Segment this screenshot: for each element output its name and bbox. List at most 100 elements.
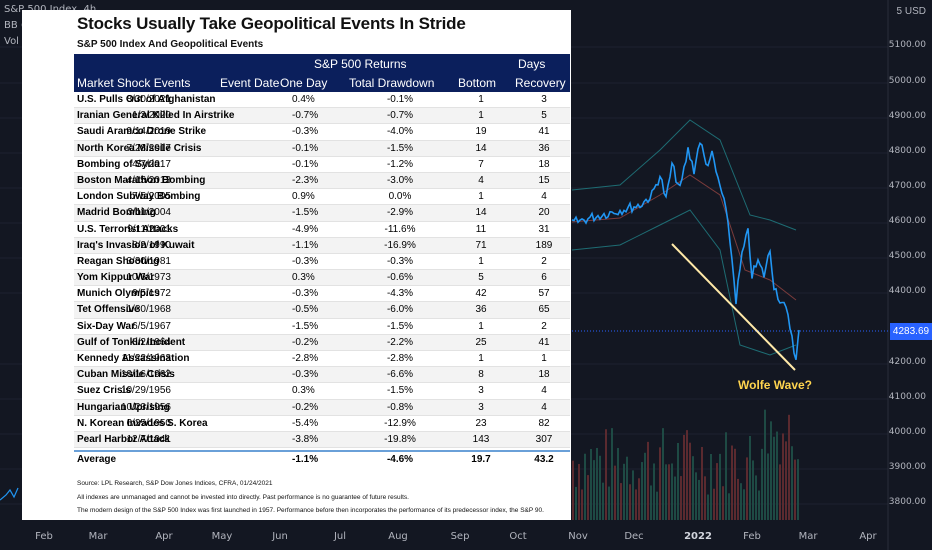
days-to-recovery: 15 [538,174,550,186]
volume-bar [719,453,721,520]
total-drawdown: -2.2% [386,336,414,348]
price-axis-label: 4900.00 [888,111,926,121]
one-day-return: -0.3% [292,126,319,138]
volume-bar [737,478,739,520]
price-line [571,141,800,361]
volume-bar [767,453,769,520]
time-axis-label: May [211,531,233,542]
volume-bar [764,409,766,520]
event-date: 8/30/2021 [126,94,172,105]
price-axis-label: 4200.00 [888,357,926,367]
volume-bar [587,475,589,520]
table-row: Bombing of Syria 4/7/2017 -0.1% -1.2% 7 18 [74,157,570,173]
table-row: Suez Crisis 10/29/1956 0.3% -1.5% 3 4 [74,383,570,400]
volume-bar [710,453,712,520]
event-date: 10/16/1962 [120,369,171,381]
days-to-recovery: 31 [538,223,550,235]
days-to-recovery: 18 [538,158,550,170]
total-drawdown: -6.6% [386,369,414,381]
bb-lower-band [571,209,797,356]
event-name: Gulf of Tonkin Incident [77,336,186,348]
one-day-return: 0.3% [292,385,315,397]
source-note: Source: LPL Research, S&P Dow Jones Indi… [77,480,273,487]
one-day-return: -2.3% [292,174,319,186]
event-name: Suez Crisis [77,385,131,397]
volume-bar [632,470,634,520]
event-name: Saudi Aramco Drone Strike [77,126,207,138]
event-date: 8/2/1990 [132,239,171,251]
table-row: Iranian General Killed In Airstrike 1/3/2… [74,108,570,125]
volume-bar [707,494,709,520]
table-row: Gulf of Tonkin Incident 8/2/1964 -0.2% -2.2… [74,334,570,351]
volume-bar [725,432,727,520]
volume-bar [731,445,733,520]
one-day-return: -0.3% [292,255,319,267]
volume-bar [650,485,652,520]
event-name: Tet Offensive [77,304,140,316]
total-drawdown: -19.8% [384,433,416,445]
volume-bar [743,489,745,520]
one-day-return: -0.2% [292,401,319,413]
volume-bar [590,448,592,520]
total-drawdown: -1.2% [386,158,414,170]
days-to-recovery: 4 [541,401,547,413]
volume-bar [728,493,730,520]
volume-bar [668,464,670,520]
volume-bar [593,460,595,520]
one-day-return: -5.4% [292,417,319,429]
price-axis-label: 3900.00 [888,462,926,472]
total-drawdown: -0.6% [386,272,414,284]
days-to-recovery: 307 [535,433,553,445]
volume-bar [671,463,673,520]
volume-bar [614,465,616,520]
days-to-bottom: 1 [478,191,484,203]
volume-bar [761,448,763,520]
days-to-bottom: 11 [475,223,487,235]
total-drawdown: -3.0% [386,174,414,186]
event-date: 4/7/2017 [132,158,171,170]
days-to-bottom: 143 [472,433,490,445]
table-row: Pearl Harbor Attack 12/7/1941 -3.8% -19.8% 1… [74,431,570,449]
volume-bar [677,442,679,520]
total-drawdown: -2.8% [386,353,414,364]
symbol-legend[interactable]: S&P 500 Index, 4h, ... [4,4,112,15]
one-day-return: -1.5% [292,320,319,332]
days-to-recovery: 2 [541,320,547,332]
volume-bar [596,447,598,520]
volume-legend[interactable]: Vol [4,36,19,47]
table-row: Yom Kippur War 10/6/1973 0.3% -0.6% 5 6 [74,270,570,287]
event-date: 4/15/2013 [126,174,172,186]
time-axis-label: Nov [568,531,588,542]
table-row: Boston Marathon Bombing 4/15/2013 -2.3% -3.… [74,172,570,190]
one-day-return: -3.8% [292,433,319,445]
volume-bar [758,490,760,520]
price-line-fragment [0,487,19,501]
days-to-bottom: 8 [478,369,484,381]
average-row: Average -1.1% -4.6% 19.7 43.2 [74,450,570,466]
volume-bar [605,429,607,520]
days-to-recovery: 189 [535,239,553,251]
average-label: Average [77,454,117,465]
total-drawdown: -6.0% [386,304,414,316]
one-day-return: -0.2% [292,336,319,348]
volume-bar [665,464,667,520]
event-name: London Subway Bombing [77,191,201,203]
days-to-bottom: 19 [475,126,487,138]
days-to-recovery: 20 [538,207,550,219]
event-name: Boston Marathon Bombing [77,174,206,186]
table-row: Madrid Bombing 3/11/2004 -1.5% -2.9% 14 20 [74,205,570,222]
col-header-date: Event Date [220,76,280,90]
volume-bar [794,459,796,520]
days-to-bottom: 25 [475,336,487,348]
volume-bar [716,463,718,520]
table-row: Saudi Aramco Drone Strike 9/14/2019 -0.3% -… [74,124,570,141]
event-date: 1/3/2020 [132,110,171,122]
currency-label[interactable]: 5 USD [896,6,926,17]
table-title: Stocks Usually Take Geopolitical Events … [77,14,466,33]
days-to-recovery: 18 [538,369,550,381]
time-axis-label: Mar [88,531,108,542]
days-to-bottom: 1 [478,353,484,364]
one-day-return: -4.9% [292,223,319,235]
event-date: 10/29/1956 [120,385,171,397]
event-name: U.S. Terrorist Attacks [77,223,179,235]
